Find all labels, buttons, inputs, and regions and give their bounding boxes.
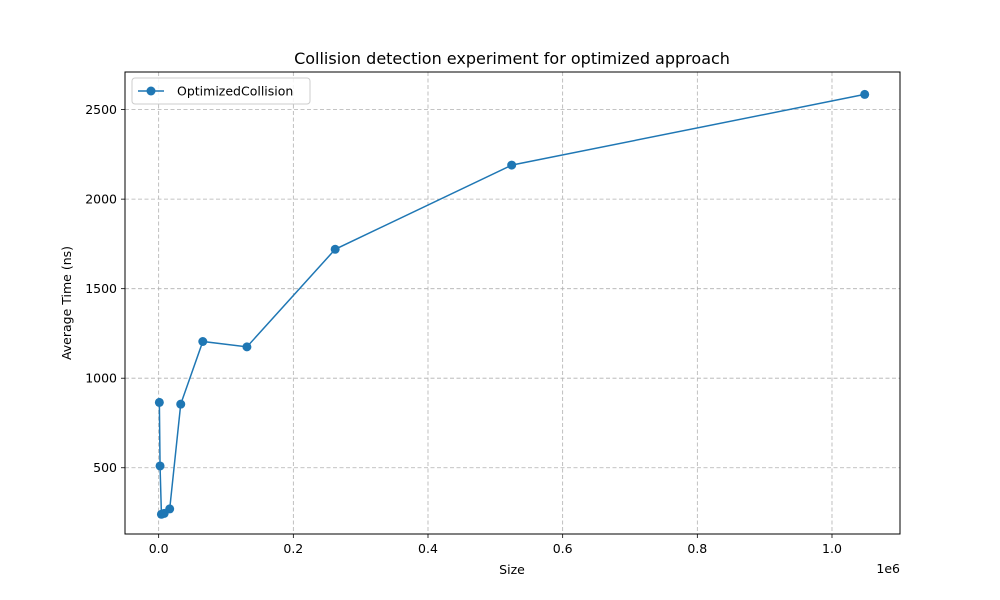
data-point	[198, 337, 208, 346]
data-point	[165, 504, 175, 514]
legend: OptimizedCollision	[131, 77, 311, 105]
y-axis-label: Average Time (ns)	[59, 246, 74, 360]
x-tick-label: 0.6	[553, 541, 573, 556]
x-tick-label: 0.8	[687, 541, 707, 556]
series-line	[158, 93, 865, 516]
axis-ticks: 0.0 0.2 0.4 0.6 0.8 1.0 500 1000 1500 2000 2500	[85, 102, 842, 556]
legend-label: OptimizedCollision	[177, 84, 293, 99]
chart-title: Collision detection experiment for optim…	[294, 49, 730, 68]
legend-marker	[146, 86, 156, 96]
y-tick-label: 2500	[85, 102, 117, 117]
x-tick-label: 0.4	[418, 541, 438, 556]
y-tick-label: 1000	[85, 371, 117, 386]
y-tick-label: 500	[93, 460, 117, 475]
y-tick-label: 2000	[85, 192, 117, 207]
legend-box	[131, 77, 311, 105]
plot-frame	[124, 71, 901, 535]
grid	[125, 72, 900, 534]
y-tick-label: 1500	[85, 281, 117, 296]
data-point	[242, 342, 252, 352]
x-axis-label: Size	[499, 562, 525, 577]
data-point	[176, 399, 186, 409]
data-point	[860, 89, 870, 99]
x-tick-label: 1.0	[822, 541, 842, 556]
x-tick-label: 0.0	[149, 541, 169, 556]
series-layer	[154, 89, 870, 519]
data-point	[330, 244, 340, 254]
data-point	[507, 160, 517, 170]
data-point	[155, 461, 165, 471]
data-point	[154, 397, 164, 407]
x-axis-offset-label: 1e6	[876, 561, 900, 576]
x-tick-label: 0.2	[283, 541, 303, 556]
